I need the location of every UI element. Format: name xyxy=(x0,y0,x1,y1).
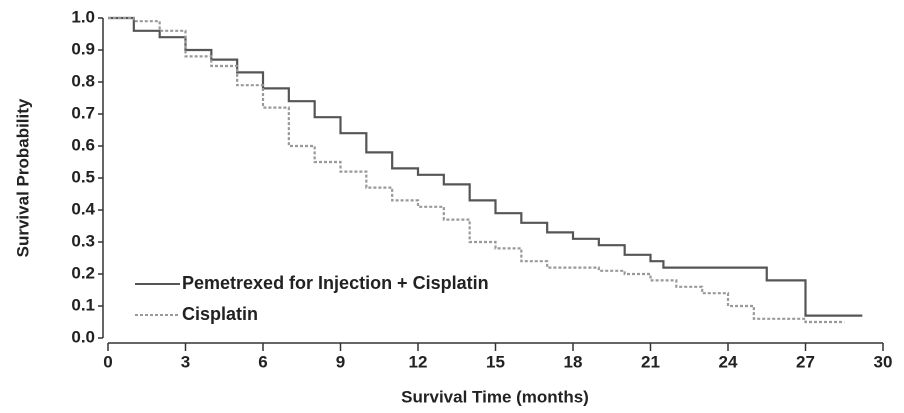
y-axis-title: Survival Probability xyxy=(13,98,32,257)
y-tick-label: 0.2 xyxy=(71,263,95,282)
x-tick-label: 6 xyxy=(258,352,267,371)
y-tick-label: 0.6 xyxy=(71,135,95,154)
y-tick-label: 0.3 xyxy=(71,231,95,250)
y-tick-label: 0.7 xyxy=(71,103,95,122)
y-tick-label: 0.4 xyxy=(71,199,95,218)
x-tick-label: 15 xyxy=(486,352,505,371)
x-tick-label: 27 xyxy=(796,352,815,371)
y-tick-label: 0.1 xyxy=(71,295,95,314)
x-axis-title: Survival Time (months) xyxy=(401,387,589,406)
x-tick-label: 3 xyxy=(181,352,190,371)
y-tick-label: 1.0 xyxy=(71,7,95,26)
x-tick-label: 24 xyxy=(719,352,738,371)
y-tick-label: 0.8 xyxy=(71,71,95,90)
x-tick-label: 12 xyxy=(409,352,428,371)
y-tick-label: 0.0 xyxy=(71,327,95,346)
y-tick-label: 0.5 xyxy=(71,167,95,186)
x-tick-label: 0 xyxy=(103,352,112,371)
x-tick-label: 9 xyxy=(336,352,345,371)
x-tick-label: 18 xyxy=(564,352,583,371)
x-tick-label: 21 xyxy=(641,352,660,371)
legend-label: Cisplatin xyxy=(182,304,258,324)
y-tick-label: 0.9 xyxy=(71,39,95,58)
legend-label: Pemetrexed for Injection + Cisplatin xyxy=(182,273,489,293)
x-tick-label: 30 xyxy=(874,352,893,371)
survival-curve xyxy=(108,16,863,317)
survival-curve xyxy=(108,16,845,324)
